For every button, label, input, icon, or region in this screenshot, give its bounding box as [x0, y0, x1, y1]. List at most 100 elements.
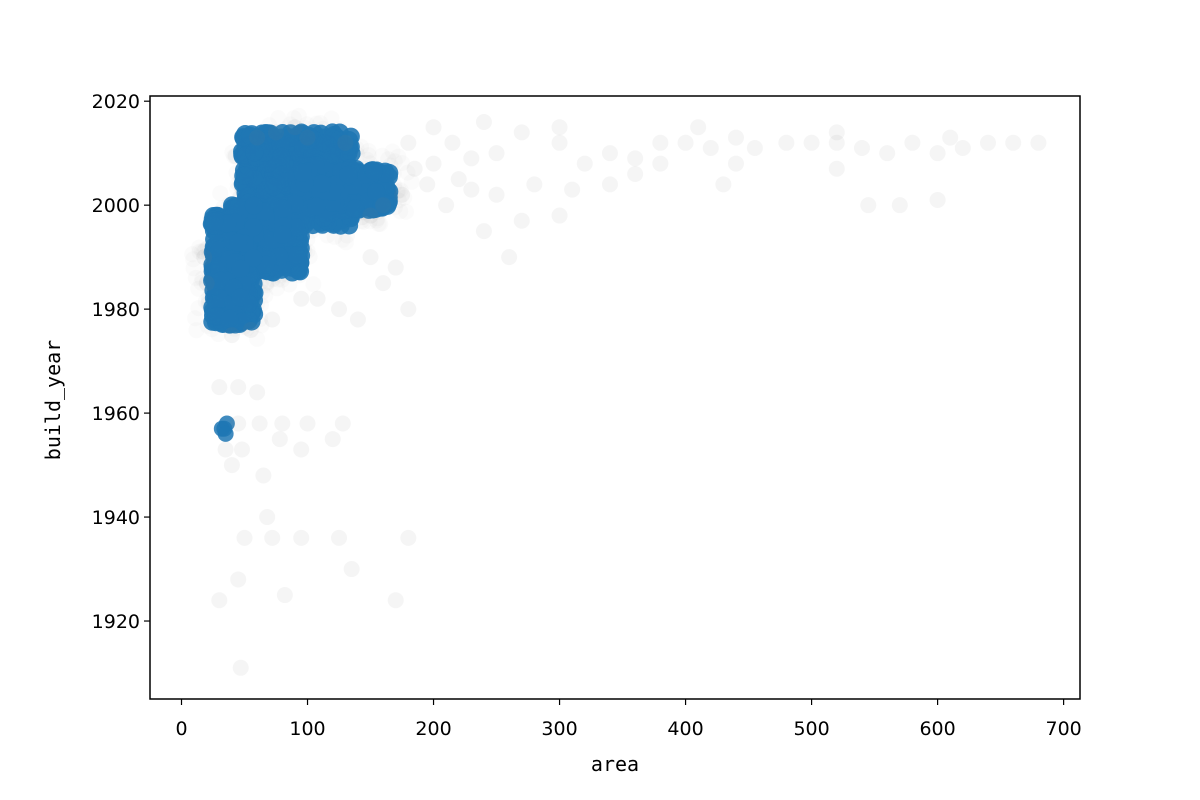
- data-point: [242, 321, 259, 338]
- data-point: [652, 155, 669, 172]
- data-point: [419, 176, 436, 193]
- x-tick-label: 700: [1045, 718, 1081, 740]
- data-point: [425, 155, 442, 172]
- data-point: [715, 176, 732, 193]
- data-point: [196, 249, 213, 266]
- data-point: [727, 129, 744, 146]
- data-point: [365, 162, 384, 181]
- data-point: [551, 119, 568, 136]
- data-point: [929, 145, 946, 162]
- data-point: [287, 218, 306, 237]
- data-point: [367, 183, 386, 202]
- data-point: [372, 197, 391, 216]
- data-point: [564, 181, 581, 198]
- data-point: [576, 155, 593, 172]
- data-point: [276, 587, 293, 604]
- data-point: [526, 176, 543, 193]
- data-point: [268, 124, 285, 141]
- y-tick-label: 1980: [92, 299, 140, 321]
- data-point: [627, 165, 644, 182]
- x-tick-label: 600: [919, 718, 955, 740]
- data-point: [400, 301, 417, 318]
- data-point: [309, 290, 326, 307]
- data-point: [387, 592, 404, 609]
- data-point: [207, 307, 226, 326]
- data-point: [652, 134, 669, 151]
- data-point: [249, 384, 266, 401]
- data-point: [513, 212, 530, 229]
- data-point: [291, 262, 310, 281]
- data-point: [375, 275, 392, 292]
- y-tick-label: 1920: [92, 611, 140, 633]
- data-point: [229, 233, 248, 252]
- data-point: [255, 467, 272, 484]
- data-point: [702, 139, 719, 156]
- data-point: [228, 198, 247, 217]
- data-point: [475, 223, 492, 240]
- data-point: [463, 181, 480, 198]
- data-point: [828, 160, 845, 177]
- data-point: [727, 155, 744, 172]
- data-point: [400, 134, 417, 151]
- data-point: [488, 145, 505, 162]
- data-point: [299, 129, 316, 146]
- data-point: [205, 212, 224, 231]
- data-point: [891, 197, 908, 214]
- data-point: [488, 186, 505, 203]
- data-point: [315, 134, 334, 153]
- data-point: [551, 207, 568, 224]
- data-point: [980, 134, 997, 151]
- y-tick-label: 2000: [92, 195, 140, 217]
- data-point: [264, 177, 283, 196]
- data-point: [305, 276, 321, 292]
- data-point: [463, 150, 480, 167]
- data-point: [853, 139, 870, 156]
- data-point: [331, 301, 348, 318]
- data-point: [264, 529, 281, 546]
- data-point: [287, 246, 306, 265]
- data-point: [293, 441, 310, 458]
- data-point: [249, 129, 266, 146]
- x-tick-label: 300: [541, 718, 577, 740]
- data-point: [231, 259, 250, 278]
- data-point: [230, 415, 247, 432]
- data-point: [690, 119, 707, 136]
- data-point: [217, 425, 234, 442]
- data-point: [244, 248, 263, 267]
- data-point: [245, 143, 264, 162]
- x-tick-label: 500: [793, 718, 829, 740]
- data-point: [341, 127, 360, 146]
- data-point: [954, 139, 971, 156]
- data-point: [444, 134, 461, 151]
- data-point: [450, 171, 467, 188]
- data-point: [338, 234, 354, 250]
- data-point: [475, 113, 492, 130]
- y-tick-label: 1940: [92, 507, 140, 529]
- x-axis-label: area: [591, 752, 639, 776]
- data-point: [273, 199, 292, 218]
- data-point: [300, 127, 319, 146]
- data-point: [217, 441, 234, 458]
- data-point: [339, 165, 358, 184]
- y-tick-label: 1960: [92, 403, 140, 425]
- data-point: [233, 441, 250, 458]
- data-point: [293, 290, 310, 307]
- data-point: [394, 186, 411, 203]
- data-point: [230, 379, 247, 396]
- data-point: [211, 592, 228, 609]
- data-point: [513, 124, 530, 141]
- data-point: [334, 415, 351, 432]
- data-point: [677, 134, 694, 151]
- data-point: [272, 147, 291, 166]
- data-point: [942, 129, 959, 146]
- data-point: [828, 124, 845, 141]
- data-point: [236, 529, 253, 546]
- data-point: [803, 134, 820, 151]
- y-tick-label: 2020: [92, 91, 140, 113]
- data-point: [438, 197, 455, 214]
- data-point: [223, 457, 240, 474]
- data-point: [198, 275, 215, 292]
- data-point: [273, 225, 292, 244]
- data-point: [293, 163, 312, 182]
